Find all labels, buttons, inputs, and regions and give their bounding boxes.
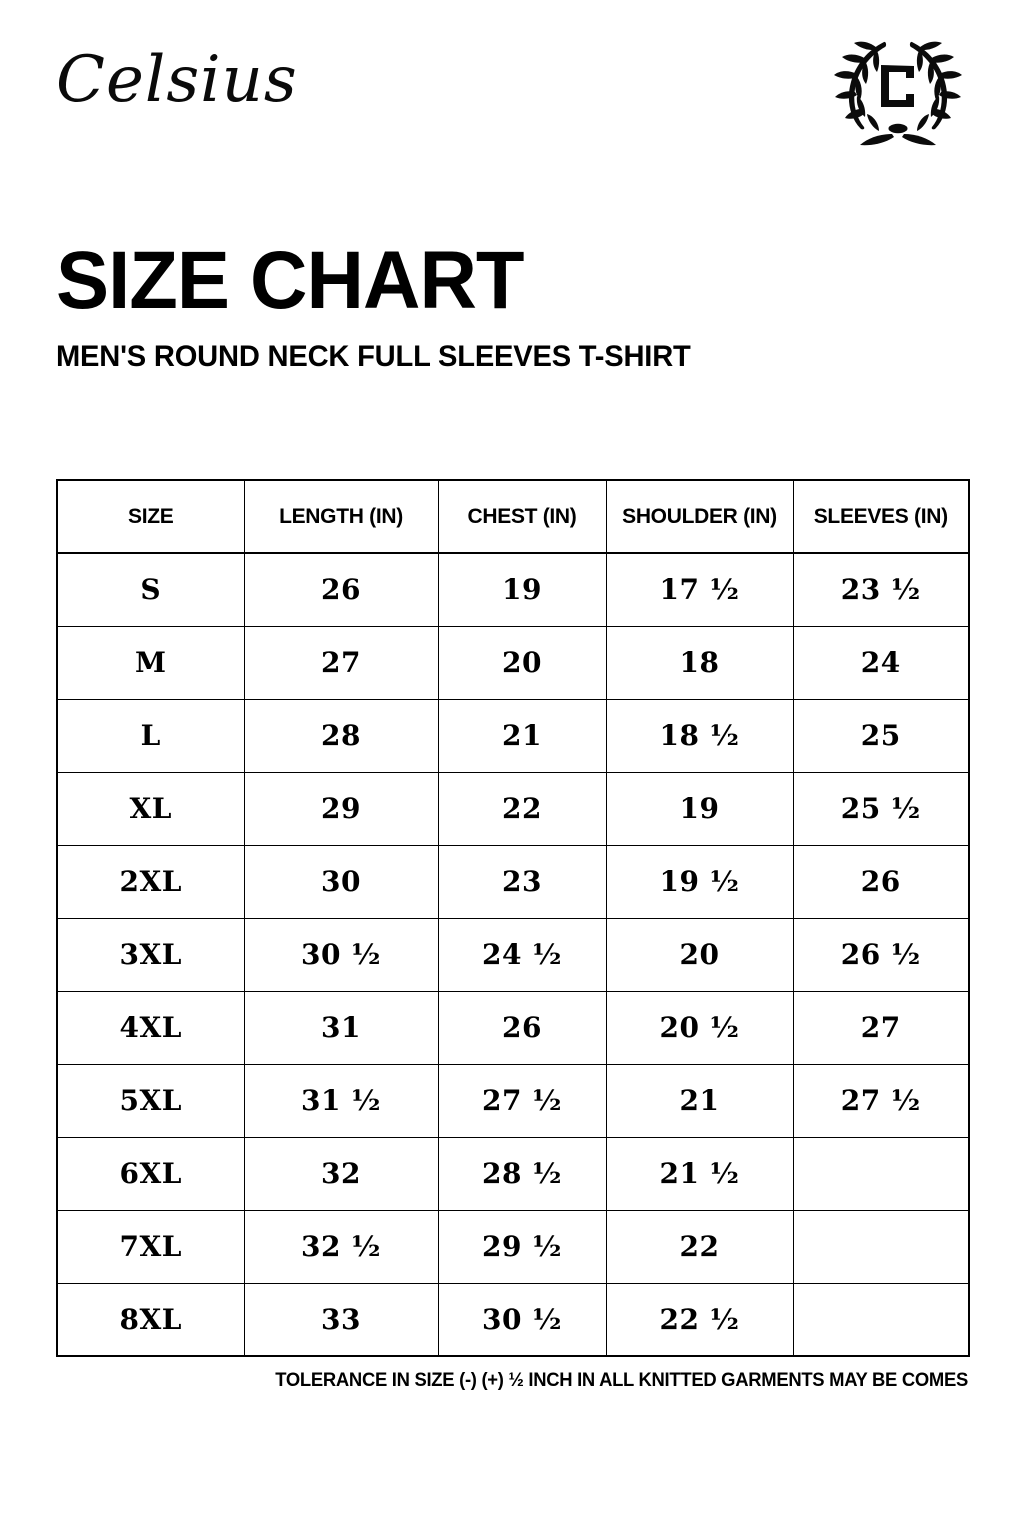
laurel-wreath-emblem: [828, 26, 968, 151]
cell-shoulder: 18 ½: [605, 698, 794, 773]
cell-chest: 27 ½: [437, 1063, 607, 1138]
size-chart-table: SIZE LENGTH (IN) CHEST (IN) SHOULDER (IN…: [56, 479, 970, 1357]
table-row: S 26 19 17 ½ 23 ½: [56, 552, 970, 627]
cell-size: M: [56, 625, 245, 700]
column-header-sleeves: SLEEVES (IN): [792, 479, 970, 554]
table-row: M 27 20 18 24: [56, 625, 970, 700]
cell-shoulder: 19 ½: [605, 844, 794, 919]
cell-sleeves: 25 ½: [792, 771, 970, 846]
cell-length: 30 ½: [243, 917, 439, 992]
column-header-shoulder: SHOULDER (IN): [605, 479, 794, 554]
page-subtitle: MEN'S ROUND NECK FULL SLEEVES T-SHIRT: [56, 339, 691, 373]
cell-chest: 29 ½: [437, 1209, 607, 1284]
cell-size: L: [56, 698, 245, 773]
table-row: 6XL 32 28 ½ 21 ½: [56, 1136, 970, 1211]
column-header-size: SIZE: [56, 479, 245, 554]
cell-shoulder: 20: [605, 917, 794, 992]
column-header-length: LENGTH (IN): [243, 479, 439, 554]
cell-sleeves: 26 ½: [792, 917, 970, 992]
cell-chest: 19: [437, 552, 607, 627]
table-body: S 26 19 17 ½ 23 ½ M 27 20 18 24 L 28 21 18 ½ 25 XL 29 22 1…: [56, 552, 970, 1357]
cell-sleeves: 27: [792, 990, 970, 1065]
table-row: 3XL 30 ½ 24 ½ 20 26 ½: [56, 917, 970, 992]
table-row: 5XL 31 ½ 27 ½ 21 27 ½: [56, 1063, 970, 1138]
cell-sleeves: 23 ½: [792, 552, 970, 627]
cell-chest: 26: [437, 990, 607, 1065]
table-row: 2XL 30 23 19 ½ 26: [56, 844, 970, 919]
cell-length: 32: [243, 1136, 439, 1211]
cell-shoulder: 18: [605, 625, 794, 700]
cell-size: XL: [56, 771, 245, 846]
cell-shoulder: 19: [605, 771, 794, 846]
cell-size: 3XL: [56, 917, 245, 992]
cell-size: 8XL: [56, 1282, 245, 1357]
cell-sleeves: 27 ½: [792, 1063, 970, 1138]
cell-sleeves: 26: [792, 844, 970, 919]
cell-size: S: [56, 552, 245, 627]
cell-shoulder: 17 ½: [605, 552, 794, 627]
cell-chest: 22: [437, 771, 607, 846]
cell-shoulder: 21: [605, 1063, 794, 1138]
tolerance-note: TOLERANCE IN SIZE (-) (+) ½ INCH IN ALL …: [275, 1370, 968, 1391]
table-row: 7XL 32 ½ 29 ½ 22: [56, 1209, 970, 1284]
table-header: SIZE LENGTH (IN) CHEST (IN) SHOULDER (IN…: [56, 479, 970, 554]
table-row: 8XL 33 30 ½ 22 ½: [56, 1282, 970, 1357]
cell-size: 2XL: [56, 844, 245, 919]
table-row: L 28 21 18 ½ 25: [56, 698, 970, 773]
cell-length: 30: [243, 844, 439, 919]
cell-size: 6XL: [56, 1136, 245, 1211]
title-block: SIZE CHART MEN'S ROUND NECK FULL SLEEVES…: [56, 235, 976, 373]
table-header-row: SIZE LENGTH (IN) CHEST (IN) SHOULDER (IN…: [56, 479, 970, 554]
cell-length: 31 ½: [243, 1063, 439, 1138]
cell-length: 31: [243, 990, 439, 1065]
cell-shoulder: 22 ½: [605, 1282, 794, 1357]
cell-size: 7XL: [56, 1209, 245, 1284]
table-row: XL 29 22 19 25 ½: [56, 771, 970, 846]
cell-shoulder: 21 ½: [605, 1136, 794, 1211]
brand-wordmark: Celsius: [56, 43, 298, 117]
cell-length: 27: [243, 625, 439, 700]
cell-size: 5XL: [56, 1063, 245, 1138]
cell-chest: 23: [437, 844, 607, 919]
cell-chest: 21: [437, 698, 607, 773]
cell-sleeves: 24: [792, 625, 970, 700]
cell-chest: 20: [437, 625, 607, 700]
cell-length: 28: [243, 698, 439, 773]
cell-sleeves: [792, 1136, 970, 1211]
cell-shoulder: 22: [605, 1209, 794, 1284]
size-chart-table-wrapper: SIZE LENGTH (IN) CHEST (IN) SHOULDER (IN…: [56, 479, 970, 1357]
cell-length: 26: [243, 552, 439, 627]
cell-length: 33: [243, 1282, 439, 1357]
cell-shoulder: 20 ½: [605, 990, 794, 1065]
cell-sleeves: [792, 1282, 970, 1357]
cell-length: 29: [243, 771, 439, 846]
cell-sleeves: 25: [792, 698, 970, 773]
page-header: Celsius: [0, 0, 1024, 180]
cell-sleeves: [792, 1209, 970, 1284]
cell-chest: 30 ½: [437, 1282, 607, 1357]
cell-size: 4XL: [56, 990, 245, 1065]
table-row: 4XL 31 26 20 ½ 27: [56, 990, 970, 1065]
cell-chest: 24 ½: [437, 917, 607, 992]
column-header-chest: CHEST (IN): [437, 479, 607, 554]
cell-length: 32 ½: [243, 1209, 439, 1284]
cell-chest: 28 ½: [437, 1136, 607, 1211]
page-title: SIZE CHART: [56, 235, 525, 326]
